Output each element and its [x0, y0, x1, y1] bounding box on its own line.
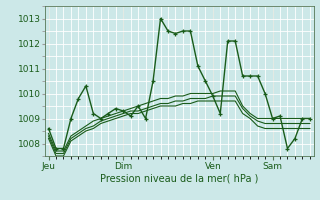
X-axis label: Pression niveau de la mer( hPa ): Pression niveau de la mer( hPa )	[100, 173, 258, 183]
